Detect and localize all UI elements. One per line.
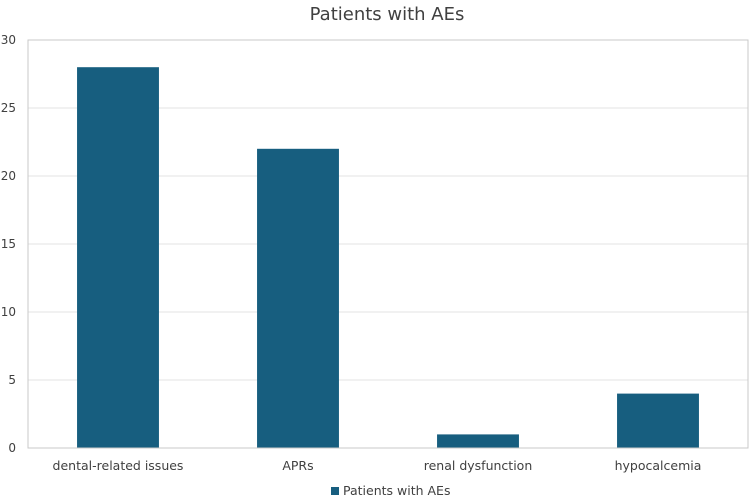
bar [437, 434, 519, 448]
bar [77, 67, 159, 448]
x-category-label: renal dysfunction [424, 458, 533, 473]
y-tick-label: 10 [1, 305, 16, 319]
y-tick-label: 15 [1, 237, 16, 251]
y-tick-label: 20 [1, 169, 16, 183]
legend-label: Patients with AEs [343, 483, 450, 497]
bar [617, 393, 699, 448]
y-tick-label: 25 [1, 101, 16, 115]
x-category-label: dental-related issues [53, 458, 184, 473]
legend: Patients with AEs [331, 483, 450, 498]
bars [77, 67, 699, 449]
plot-area-border [27, 39, 749, 449]
y-tick-label: 30 [1, 33, 16, 47]
x-category-label: APRs [282, 458, 313, 473]
chart-title: Patients with AEs [310, 4, 465, 25]
x-category-label: hypocalcemia [615, 458, 702, 473]
y-tick-label: 0 [8, 441, 16, 455]
y-tick-label: 5 [8, 373, 16, 387]
legend-swatch [331, 487, 339, 495]
bar [257, 148, 339, 449]
y-axis-tick-labels: 0 5 10 15 20 25 30 [1, 33, 16, 455]
x-axis-category-labels: dental-related issues APRs renal dysfuncti… [53, 458, 702, 473]
